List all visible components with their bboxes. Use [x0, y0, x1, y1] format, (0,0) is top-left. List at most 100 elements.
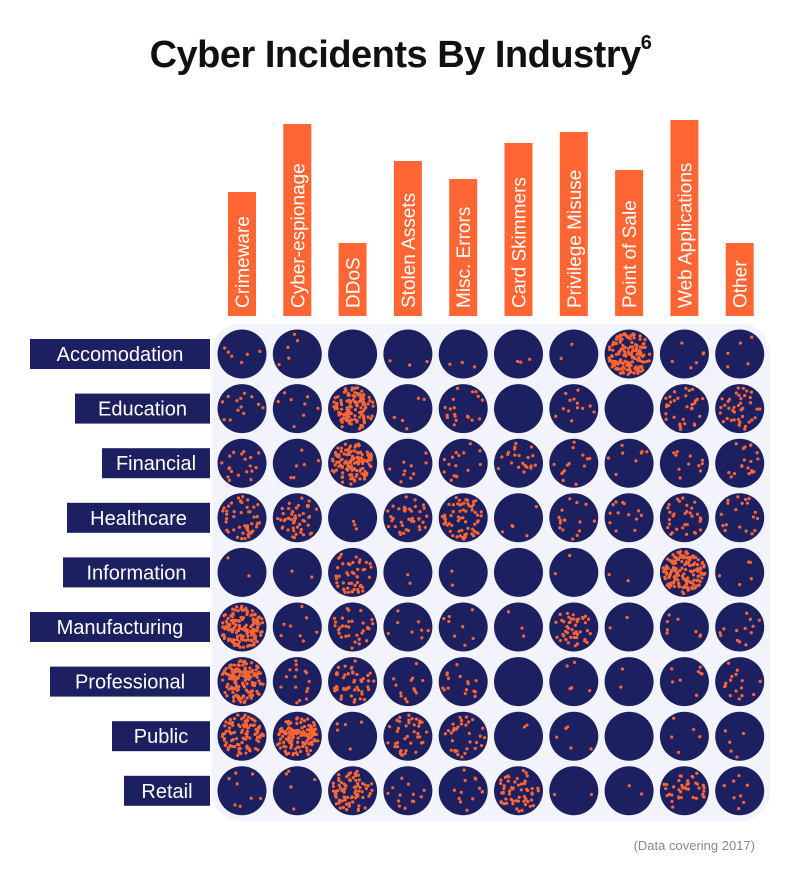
incident-dot [332, 405, 336, 409]
incident-dot [683, 523, 687, 527]
incident-dot [737, 807, 741, 811]
incident-dot [662, 569, 666, 574]
incident-dot [352, 700, 356, 704]
incident-dot [450, 455, 455, 459]
incident-dot [336, 584, 340, 588]
incident-dot [685, 585, 690, 589]
incident-dot [367, 395, 371, 399]
incident-dot [529, 466, 533, 470]
incident-dot [296, 745, 300, 749]
incident-dot [629, 345, 633, 349]
incident-dot [358, 477, 362, 481]
incident-dot [337, 413, 341, 417]
incident-dot [407, 721, 411, 725]
incident-dot [223, 743, 228, 747]
incident-dot [397, 507, 401, 511]
incident-dot [664, 571, 668, 575]
incident-dot [346, 586, 350, 590]
incident-dot [448, 362, 452, 366]
incident-dot [241, 645, 246, 649]
incident-dot [571, 446, 575, 450]
incident-dot [240, 638, 245, 642]
incident-dot [396, 621, 400, 625]
incident-dot [334, 453, 338, 457]
incident-dot [476, 394, 480, 398]
incident-dot [425, 514, 429, 518]
incident-dot [695, 512, 700, 516]
incident-dot [463, 691, 467, 696]
incident-dot [355, 581, 360, 585]
incident-dot [701, 792, 705, 796]
incident-dot [634, 517, 639, 521]
incident-dot [530, 791, 534, 795]
incident-dot [331, 789, 336, 793]
incident-dot [353, 386, 357, 390]
incident-dot [350, 619, 354, 623]
incident-dot [667, 502, 671, 507]
incident-dot [221, 672, 225, 676]
incident-dot [244, 623, 248, 627]
incident-dot [243, 524, 247, 528]
incident-dot [672, 581, 676, 585]
incident-dot [407, 718, 411, 722]
incident-dot [248, 666, 252, 670]
row-label-bar [63, 557, 210, 588]
chart-title: Cyber Incidents By Industry6 [0, 32, 801, 77]
incident-cell [604, 384, 654, 434]
incident-dot [555, 635, 559, 639]
incident-dot [589, 747, 593, 751]
incident-dot [226, 616, 230, 620]
incident-cell [438, 438, 488, 488]
incident-dot [729, 475, 733, 479]
incident-dot [283, 749, 287, 753]
incident-dot [734, 391, 738, 395]
incident-dot [755, 407, 759, 411]
incident-dot [675, 527, 679, 531]
incident-dot [446, 729, 451, 733]
incident-dot [345, 453, 349, 457]
incident-cell [604, 766, 654, 816]
incident-dot [564, 726, 568, 730]
incident-dot [724, 523, 728, 527]
incident-dot [611, 343, 615, 347]
incident-dot [741, 406, 745, 410]
incident-dot [701, 783, 705, 787]
incident-dot [351, 776, 355, 780]
incident-dot [347, 398, 351, 402]
incident-dot [357, 642, 361, 646]
incident-dot [372, 679, 376, 683]
incident-dot [251, 617, 256, 621]
incident-dot [252, 515, 256, 519]
incident-dot [361, 409, 365, 414]
incident-dot [461, 516, 465, 520]
incident-dot [614, 472, 618, 477]
incident-dot [252, 673, 256, 677]
incident-dot [249, 643, 253, 647]
incident-dot [567, 409, 571, 413]
incident-dot [232, 625, 237, 629]
incident-dot [452, 474, 456, 478]
incident-dot [355, 633, 359, 637]
incident-dot [291, 526, 295, 530]
incident-dot [341, 788, 345, 792]
incident-dot [672, 390, 677, 394]
incident-dot [522, 725, 527, 729]
incident-dot [398, 715, 402, 720]
incident-dot [421, 503, 426, 507]
incident-dot [576, 617, 581, 621]
incident-dot [529, 445, 534, 449]
incident-dot [609, 359, 613, 363]
incident-dot [529, 464, 533, 468]
incident-dot [723, 729, 727, 733]
incident-dot [667, 518, 672, 522]
incident-dot [513, 453, 517, 457]
incident-dot [668, 558, 672, 563]
incident-dot [751, 515, 756, 519]
incident-dot [229, 731, 233, 736]
incident-cell [494, 384, 543, 434]
incident-dot [746, 362, 750, 366]
incident-dot [750, 532, 754, 536]
incident-cell [494, 766, 543, 816]
incident-dot [499, 781, 503, 786]
incident-dot [620, 667, 625, 671]
